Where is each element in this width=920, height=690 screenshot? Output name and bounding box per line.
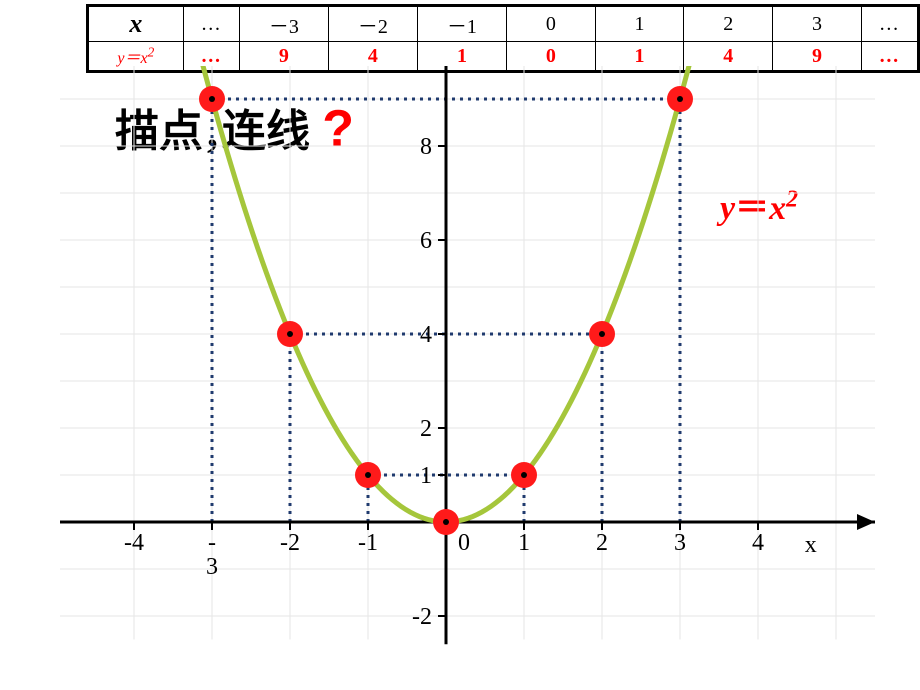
xy-table-inner: x…－3－2－10123…y＝x2…9410149… bbox=[88, 6, 918, 71]
xy-table: x…－3－2－10123…y＝x2…9410149… bbox=[86, 4, 920, 73]
x-tick-label: -2 bbox=[280, 530, 300, 556]
data-point-center bbox=[677, 96, 683, 102]
x-tick-label: - bbox=[208, 530, 216, 556]
table-x-cell: －3 bbox=[239, 7, 328, 42]
x-arrow bbox=[857, 514, 875, 530]
y-tick-label: 1 bbox=[420, 463, 432, 489]
y-tick-label: 4 bbox=[420, 322, 432, 348]
table-x-cell: … bbox=[183, 7, 239, 42]
x-axis-label: x bbox=[805, 532, 817, 558]
table-x-cell: 2 bbox=[684, 7, 773, 42]
data-point-center bbox=[521, 472, 527, 478]
data-point-center bbox=[365, 472, 371, 478]
x-tick-label: 3 bbox=[206, 554, 218, 580]
y-tick-label: 2 bbox=[420, 416, 432, 442]
table-x-cell: 3 bbox=[773, 7, 862, 42]
data-point-center bbox=[599, 331, 605, 337]
table-x-cell: 0 bbox=[506, 7, 595, 42]
table-x-cell: 1 bbox=[595, 7, 684, 42]
x-tick-label: 0 bbox=[458, 530, 470, 556]
x-tick-label: 4 bbox=[752, 530, 764, 556]
table-header-x: x bbox=[89, 7, 184, 42]
table-x-cell: －1 bbox=[417, 7, 506, 42]
data-point-center bbox=[443, 519, 449, 525]
y-tick-label: 6 bbox=[420, 228, 432, 254]
table-x-cell: … bbox=[861, 7, 917, 42]
x-tick-label: -1 bbox=[358, 530, 378, 556]
x-tick-label: 1 bbox=[518, 530, 530, 556]
y-tick-label: -2 bbox=[412, 604, 432, 630]
parabola-chart: -4-3-2-101234-21246810yx bbox=[60, 66, 880, 680]
x-tick-label: -4 bbox=[124, 530, 144, 556]
x-tick-label: 2 bbox=[596, 530, 608, 556]
x-tick-label: 3 bbox=[674, 530, 686, 556]
data-point-center bbox=[209, 96, 215, 102]
y-tick-label: 8 bbox=[420, 134, 432, 160]
data-point-center bbox=[287, 331, 293, 337]
table-x-cell: －2 bbox=[328, 7, 417, 42]
